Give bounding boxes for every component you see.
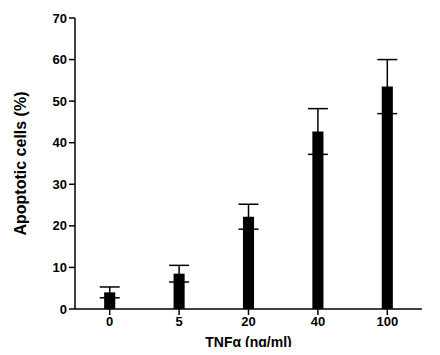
svg-text:40: 40: [311, 314, 325, 329]
svg-text:70: 70: [53, 11, 67, 26]
svg-text:TNFα (ng/ml): TNFα (ng/ml): [205, 334, 291, 347]
svg-text:0: 0: [106, 314, 113, 329]
svg-text:40: 40: [53, 135, 67, 150]
svg-text:50: 50: [53, 94, 67, 109]
svg-text:10: 10: [53, 260, 67, 275]
svg-text:60: 60: [53, 52, 67, 67]
svg-text:20: 20: [53, 218, 67, 233]
svg-text:20: 20: [241, 314, 255, 329]
svg-text:30: 30: [53, 177, 67, 192]
svg-text:Apoptotic cells (%): Apoptotic cells (%): [12, 91, 29, 235]
svg-text:5: 5: [175, 314, 182, 329]
svg-text:0: 0: [60, 302, 67, 317]
svg-text:100: 100: [376, 314, 398, 329]
